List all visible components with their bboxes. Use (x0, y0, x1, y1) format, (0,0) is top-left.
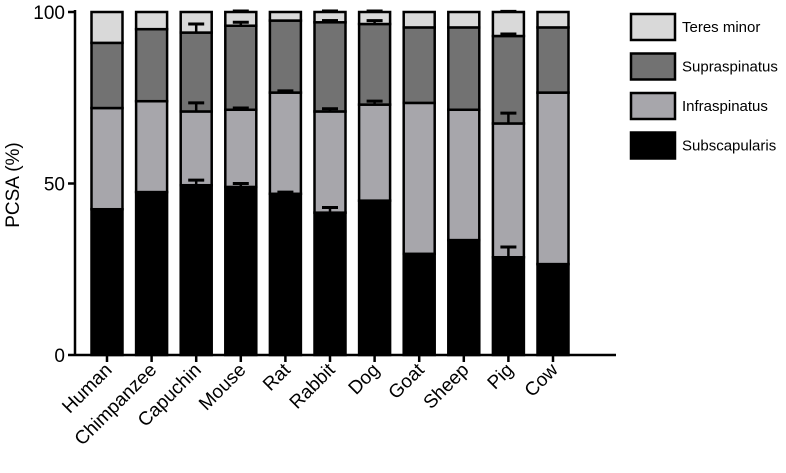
category-label-sheep: Sheep (420, 360, 474, 414)
category-label-pig: Pig (484, 360, 518, 394)
bar-segment-rabbit-infraspinatus (313, 110, 347, 214)
bar-segment-sheep-infraspinatus (447, 108, 481, 242)
bar-segment-human-teres-minor (90, 10, 124, 45)
bar-segment-rat-subscapularis (268, 192, 303, 357)
bar-segment-human-infraspinatus (90, 106, 124, 211)
bar-segment-mouse-subscapularis (224, 185, 258, 357)
bar-segment-cow-subscapularis (536, 262, 570, 357)
y-tick-label-50: 50 (44, 175, 65, 196)
bar-segment-capuchin-subscapularis (179, 183, 213, 357)
bar-segment-rat-teres-minor (268, 10, 303, 22)
bar-segment-chimpanzee-infraspinatus (134, 99, 169, 194)
bar-segment-cow-infraspinatus (536, 91, 570, 266)
bar-segment-human-subscapularis (90, 207, 124, 357)
legend-swatch-infraspinatus (629, 91, 677, 121)
bar-segment-mouse-supraspinatus (224, 24, 258, 112)
category-label-cow: Cow (521, 359, 563, 401)
y-tick-label-100: 100 (33, 3, 65, 24)
bar-segment-sheep-subscapularis (447, 238, 481, 357)
bar-segment-rat-supraspinatus (268, 19, 303, 94)
bar-segment-rabbit-supraspinatus (313, 21, 347, 113)
bar-segment-sheep-teres-minor (447, 10, 481, 29)
bar-segment-dog-subscapularis (357, 199, 392, 357)
category-label-dog: Dog (345, 360, 384, 399)
bar-segment-goat-supraspinatus (402, 26, 436, 105)
bar-segment-cow-supraspinatus (536, 26, 570, 94)
bar-segment-cow-teres-minor (536, 10, 570, 29)
legend-label-teres-minor: Teres minor (682, 19, 760, 36)
bar-segment-rabbit-subscapularis (313, 211, 347, 357)
bar-segment-human-supraspinatus (90, 41, 124, 110)
legend-label-subscapularis: Subscapularis (682, 138, 776, 155)
plot-area (90, 9, 570, 357)
bar-segment-chimpanzee-teres-minor (134, 10, 169, 31)
bar-segment-pig-supraspinatus (491, 34, 526, 125)
bar-segment-goat-teres-minor (402, 10, 436, 29)
category-label-mouse: Mouse (195, 360, 250, 415)
bar-segment-mouse-infraspinatus (224, 108, 258, 189)
legend-label-infraspinatus: Infraspinatus (682, 98, 768, 115)
bar-segment-pig-subscapularis (491, 255, 526, 357)
bar-segment-dog-infraspinatus (357, 103, 392, 202)
bar-segment-goat-infraspinatus (402, 101, 436, 256)
bar-segment-sheep-supraspinatus (447, 26, 481, 112)
bar-segment-chimpanzee-supraspinatus (134, 27, 169, 103)
legend-swatch-supraspinatus (629, 52, 677, 81)
bar-segment-chimpanzee-subscapularis (134, 190, 169, 357)
bar-segment-capuchin-supraspinatus (179, 31, 213, 113)
legend-label-supraspinatus: Supraspinatus (682, 59, 778, 76)
bar-segment-pig-infraspinatus (491, 122, 526, 259)
category-label-rat: Rat (259, 359, 295, 395)
legend: Teres minor Supraspinatus Infraspinatus Sub… (629, 12, 778, 160)
legend-swatch-subscapularis (629, 131, 677, 160)
category-label-rabbit: Rabbit (286, 359, 340, 413)
legend-swatch-teres-minor (629, 12, 677, 42)
y-tick-label-0: 0 (54, 346, 65, 367)
bar-segment-pig-teres-minor (491, 10, 526, 38)
bar-segment-goat-subscapularis (402, 252, 436, 357)
y-axis-title: PCSA (%) (3, 142, 24, 228)
bar-segment-rat-infraspinatus (268, 91, 303, 196)
bar-segment-dog-supraspinatus (357, 22, 392, 106)
bar-segment-capuchin-infraspinatus (179, 110, 213, 187)
